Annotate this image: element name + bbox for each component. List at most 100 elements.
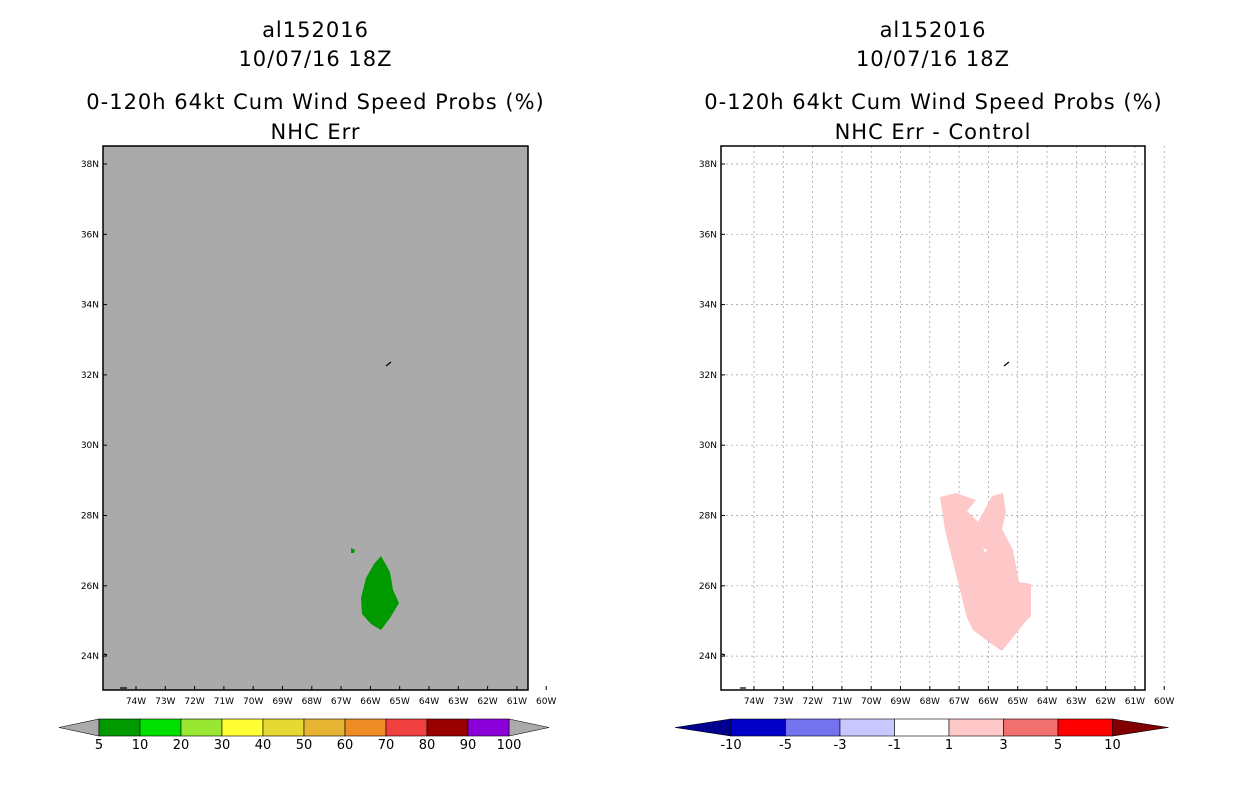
colorbar-label: 100 [497,738,522,753]
lat-label: 26N [81,582,99,592]
colorbar-swatch [948,718,1004,737]
colorbar-label: -1 [888,738,901,753]
bahamas-coast-right [721,653,746,689]
lon-label: 74W [744,697,764,707]
lat-label: 38N [699,160,717,170]
colorbar-swatch [180,718,223,737]
left-map-background [103,146,528,690]
lat-label: 38N [81,160,99,170]
left-storm-id: al152016 [262,18,369,42]
right-colorbar: -10 -5 -3 -1 1 3 5 10 [674,718,1169,753]
colorbar-swatch [98,718,141,737]
colorbar-swatch [1057,718,1113,737]
right-datetime: 10/07/16 18Z [855,47,1011,71]
colorbar-label: -10 [720,738,741,753]
right-map: 38N 36N 34N 32N 30N 28N 26N 24N 74W 73W 72W 71W 70W… [674,145,1174,753]
colorbar-low-arrow [674,718,732,737]
colorbar-high-arrow [1112,718,1169,737]
lon-label: 68W [302,697,322,707]
lat-label: 32N [81,371,99,381]
colorbar-label: 3 [999,738,1007,753]
lon-label: 65W [390,697,410,707]
lat-label: 28N [81,512,99,522]
colorbar-label: 40 [255,738,272,753]
lon-label: 60W [1154,697,1174,707]
bahamas-coast [103,653,127,689]
lon-label: 72W [802,697,822,707]
colorbar-label: 10 [1104,738,1121,753]
right-lon-labels: 74W 73W 72W 71W 70W 69W 68W 67W 66W 65W 64W 63W 62W 6… [744,686,1174,707]
colorbar-swatch [894,718,950,737]
left-colorbar: 5 10 20 30 40 50 60 70 80 90 100 [58,718,550,753]
left-subtitle: NHC Err [270,120,361,144]
colorbar-swatch [426,718,469,737]
bermuda-island [385,361,392,367]
lat-label: 32N [699,371,717,381]
colorbar-label: 60 [337,738,354,753]
lon-label: 73W [155,697,175,707]
lon-label: 73W [773,697,793,707]
right-grid [721,146,1165,690]
lat-label: 30N [699,441,717,451]
colorbar-label: 5 [1054,738,1062,753]
lon-label: 66W [360,697,380,707]
colorbar-high-arrow [508,718,550,737]
right-map-background [721,146,1145,690]
lon-label: 60W [536,697,556,707]
lon-label: 70W [861,697,881,707]
lon-label: 72W [184,697,204,707]
lon-label: 61W [507,697,527,707]
right-diff-contour [940,493,1031,651]
lon-label: 62W [477,697,497,707]
colorbar-swatch [221,718,264,737]
left-map-frame [102,145,529,691]
left-datetime: 10/07/16 18Z [238,47,393,71]
lat-label: 28N [699,512,717,522]
left-prob-contour-small [351,548,355,553]
right-lat-labels: 38N 36N 34N 32N 30N 28N 26N 24N [699,160,725,662]
lat-label: 24N [81,652,99,662]
right-title: 0-120h 64kt Cum Wind Speed Probs (%) [704,90,1163,114]
lat-label: 36N [699,230,717,240]
colorbar-swatch [785,718,841,737]
left-lon-labels: 74W 73W 72W 71W 70W 69W 68W 67W 66W 65W 64W 63W 62W 6… [126,686,556,707]
lon-label: 64W [419,697,439,707]
right-diff-hole [983,548,987,553]
lat-label: 34N [81,301,99,311]
lat-label: 30N [81,441,99,451]
left-prob-contour-main [361,556,399,630]
colorbar-swatch [1003,718,1059,737]
colorbar-label: 80 [419,738,436,753]
colorbar-swatch [467,718,510,737]
colorbar-label: 5 [95,738,103,753]
lon-label: 61W [1125,697,1145,707]
lon-label: 65W [1008,697,1028,707]
colorbar-swatch [730,718,786,737]
lon-label: 63W [448,697,468,707]
lon-label: 64W [1037,697,1057,707]
lon-label: 67W [331,697,351,707]
lon-label: 74W [126,697,146,707]
right-map-frame [720,145,1146,691]
lon-label: 69W [890,697,910,707]
lat-label: 34N [699,301,717,311]
colorbar-swatch [262,718,305,737]
colorbar-label: -5 [779,738,792,753]
lon-label: 71W [214,697,234,707]
left-title: 0-120h 64kt Cum Wind Speed Probs (%) [86,90,545,114]
right-storm-id: al152016 [879,18,987,42]
lat-label: 24N [699,652,717,662]
lon-label: 68W [920,697,940,707]
colorbar-swatch [344,718,387,737]
lon-label: 66W [978,697,998,707]
lon-label: 62W [1095,697,1115,707]
left-map: 38N 36N 34N 32N 30N 28N 26N 24N 74W 73W 72W 71W 70W… [58,145,556,753]
colorbar-label: 1 [945,738,953,753]
lat-label: 36N [81,230,99,240]
lon-label: 71W [832,697,852,707]
colorbar-swatch [839,718,895,737]
colorbar-label: 70 [378,738,395,753]
colorbar-label: 10 [132,738,149,753]
right-subtitle: NHC Err - Control [834,120,1032,144]
colorbar-swatch [139,718,182,737]
